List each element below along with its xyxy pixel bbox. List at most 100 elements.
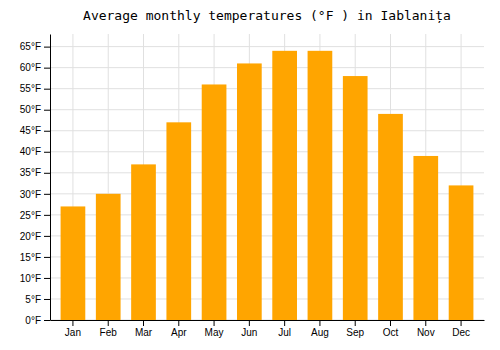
x-tick-label: Aug — [311, 327, 329, 338]
y-tick-mark — [44, 278, 50, 279]
y-tick-label: 50°F — [20, 104, 41, 115]
x-tick-mark — [108, 320, 109, 326]
bar — [308, 51, 333, 320]
x-tick: Sep — [346, 320, 364, 338]
y-tick: 65°F — [20, 41, 50, 52]
x-tick: Apr — [171, 320, 187, 338]
bar — [272, 51, 297, 320]
y-tick: 35°F — [20, 167, 50, 178]
grid-line — [50, 88, 484, 89]
x-tick: May — [205, 320, 224, 338]
bar — [449, 185, 474, 320]
grid — [50, 34, 484, 320]
x-tick-label: Sep — [346, 327, 364, 338]
bar — [202, 84, 227, 320]
x-tick-label: Jul — [278, 327, 291, 338]
y-tick: 30°F — [20, 189, 50, 200]
y-tick-label: 40°F — [20, 146, 41, 157]
bar — [131, 164, 156, 320]
y-tick-mark — [44, 215, 50, 216]
y-tick: 15°F — [20, 252, 50, 263]
y-tick-label: 5°F — [25, 294, 41, 305]
y-tick-mark — [44, 173, 50, 174]
y-tick: 0°F — [25, 315, 50, 326]
grid-line — [50, 151, 484, 152]
bar — [237, 63, 262, 320]
x-tick-label: Dec — [452, 327, 470, 338]
y-tick: 60°F — [20, 62, 50, 73]
title: Average monthly temperatures (°F ) in Ia… — [83, 8, 451, 24]
x-tick-mark — [249, 320, 250, 326]
x-tick-mark — [319, 320, 320, 326]
y-tick-label: 55°F — [20, 83, 41, 94]
grid-line — [50, 46, 484, 47]
chart: 0°F 5°F 10°F 15°F 20°F 25°F 30°F 35°F 40°F 45°F 50… — [0, 0, 500, 350]
x-tick: Dec — [452, 320, 470, 338]
y-tick-mark — [44, 89, 50, 90]
y-tick-mark — [44, 152, 50, 153]
y-tick-label: 10°F — [20, 273, 41, 284]
y-tick: 45°F — [20, 125, 50, 136]
y-tick: 5°F — [25, 294, 50, 305]
y-tick: 20°F — [20, 231, 50, 242]
x-tick-mark — [284, 320, 285, 326]
x-tick-mark — [355, 320, 356, 326]
y-tick-label: 60°F — [20, 62, 41, 73]
x-tick-mark — [214, 320, 215, 326]
y-tick-label: 20°F — [20, 231, 41, 242]
y-tick: 55°F — [20, 83, 50, 94]
y-tick: 25°F — [20, 210, 50, 221]
grid-line — [50, 109, 484, 110]
y-tick-mark — [44, 110, 50, 111]
y-tick-label: 35°F — [20, 167, 41, 178]
grid-line — [50, 67, 484, 68]
x-tick-mark — [390, 320, 391, 326]
bar — [378, 114, 403, 320]
x-tick: Feb — [100, 320, 118, 338]
x-tick-label: Nov — [417, 327, 435, 338]
y-tick-mark — [44, 320, 50, 321]
x-tick-label: Jan — [65, 327, 81, 338]
x-tick-label: Oct — [383, 327, 399, 338]
bar — [61, 206, 86, 320]
y-tick: 40°F — [20, 146, 50, 157]
y-tick-mark — [44, 257, 50, 258]
y-tick-mark — [44, 194, 50, 195]
bar — [413, 156, 438, 320]
x-tick-mark — [178, 320, 179, 326]
y-tick-label: 65°F — [20, 41, 41, 52]
x-tick-mark — [72, 320, 73, 326]
y-axis-line — [50, 35, 51, 321]
y-tick-mark — [44, 299, 50, 300]
x-tick-label: Jun — [241, 327, 257, 338]
x-tick-label: Mar — [135, 327, 153, 338]
y-tick-label: 25°F — [20, 210, 41, 221]
x-tick-label: Feb — [100, 327, 118, 338]
y-tick-label: 45°F — [20, 125, 41, 136]
bar — [166, 122, 191, 320]
x-tick-mark — [143, 320, 144, 326]
x-axis: Jan Feb Mar Apr May Jun Jul Aug Sep Oct Nov Dec — [51, 320, 485, 338]
x-tick: Jul — [278, 320, 291, 338]
bar — [96, 194, 121, 320]
x-tick-label: Apr — [171, 327, 187, 338]
x-tick: Jan — [65, 320, 81, 338]
x-tick: Jun — [241, 320, 257, 338]
x-tick-label: May — [205, 327, 224, 338]
bar — [343, 76, 368, 320]
x-axis-line — [51, 320, 485, 321]
y-tick-mark — [44, 236, 50, 237]
x-tick-mark — [461, 320, 462, 326]
x-tick: Nov — [417, 320, 435, 338]
y-tick: 10°F — [20, 273, 50, 284]
y-tick-label: 15°F — [20, 252, 41, 263]
y-tick-label: 0°F — [25, 315, 41, 326]
y-tick-mark — [44, 68, 50, 69]
x-tick: Mar — [135, 320, 153, 338]
x-tick: Aug — [311, 320, 329, 338]
y-tick-mark — [44, 47, 50, 48]
x-tick-mark — [425, 320, 426, 326]
y-axis: 0°F 5°F 10°F 15°F 20°F 25°F 30°F 35°F 40°F 45°F 50… — [20, 35, 51, 326]
y-tick: 50°F — [20, 104, 50, 115]
bars — [61, 51, 474, 320]
